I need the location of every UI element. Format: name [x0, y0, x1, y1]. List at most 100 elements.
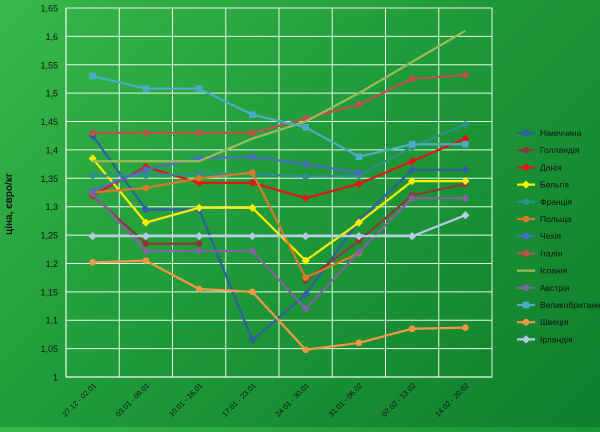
data-point	[141, 205, 150, 214]
series-11	[89, 72, 469, 161]
y-tick-label: 1,4	[45, 145, 58, 155]
x-tick-label: 27.12 - 02.01	[60, 381, 98, 419]
data-point	[141, 246, 150, 256]
y-tick-label: 1,1	[45, 316, 58, 326]
data-point	[408, 165, 417, 174]
data-point	[195, 129, 203, 137]
legend-marker	[521, 180, 531, 189]
series-line	[92, 137, 466, 200]
data-point	[248, 232, 257, 241]
y-tick-label: 1,3	[45, 202, 58, 212]
y-tick-label: 1,6	[45, 32, 58, 42]
legend-item: Франція	[517, 197, 572, 207]
data-point	[195, 240, 203, 247]
legend-label: Австрія	[540, 283, 570, 293]
data-point	[88, 154, 97, 163]
x-tick-label: 14.02 - 20.02	[433, 381, 471, 419]
data-point	[301, 194, 310, 203]
data-point	[355, 153, 363, 161]
data-point	[88, 232, 97, 241]
data-point	[249, 153, 256, 161]
x-tick-label: 31.01 - 06.02	[327, 381, 365, 419]
data-point	[249, 288, 256, 296]
data-point	[195, 85, 203, 92]
data-point	[408, 157, 417, 166]
x-tick-label: 03.01 - 09.01	[114, 381, 152, 419]
y-axis-label: ціна, євро/кг	[4, 173, 15, 235]
legend-marker	[522, 232, 530, 240]
series-13	[88, 211, 470, 241]
data-point	[408, 325, 416, 333]
series-4	[88, 154, 470, 265]
data-point	[462, 324, 469, 331]
data-point	[354, 232, 363, 241]
data-point	[88, 189, 97, 198]
legend-label: Італія	[540, 248, 563, 258]
data-point	[461, 165, 470, 174]
legend-item: Швеція	[517, 317, 569, 327]
legend-label: Ірландія	[540, 334, 573, 344]
data-point	[142, 172, 150, 179]
series-line	[92, 171, 360, 279]
legend-item: Голландія	[517, 145, 580, 155]
series-3	[88, 134, 470, 203]
legend-label: Швеція	[540, 317, 569, 327]
legend-marker	[522, 318, 530, 326]
legend-item: Італія	[517, 248, 563, 258]
legend-item: Німеччина	[517, 128, 582, 138]
legend-item: Іспанія	[517, 266, 568, 276]
series-line	[92, 73, 466, 134]
legend-label: Польща	[540, 214, 572, 224]
x-tick-label: 17.01 - 23.01	[220, 381, 258, 419]
data-point	[89, 129, 96, 137]
series-line	[92, 214, 466, 238]
x-tick-label: 10.01 - 16.01	[167, 381, 205, 419]
data-point	[195, 203, 204, 212]
data-point	[89, 259, 96, 266]
x-tick-label: 07.02 - 13.02	[380, 381, 418, 419]
data-point	[89, 72, 96, 80]
series-9	[92, 29, 466, 163]
y-tick-label: 1,65	[40, 4, 58, 14]
legend-marker	[522, 198, 530, 206]
data-point	[355, 339, 363, 347]
y-tick-label: 1,05	[40, 344, 58, 354]
data-point	[195, 246, 204, 256]
data-point	[408, 140, 416, 148]
y-tick-label: 1,5	[45, 89, 58, 99]
data-point	[89, 172, 96, 179]
data-point	[462, 71, 469, 79]
data-point	[301, 304, 310, 313]
legend-label: Бельгія	[540, 180, 569, 190]
y-tick-label: 1,25	[40, 231, 58, 241]
data-point	[141, 232, 150, 241]
data-point	[462, 140, 469, 148]
data-point	[301, 290, 310, 299]
y-tick-label: 1,2	[45, 259, 58, 269]
series-line	[92, 155, 360, 192]
legend-item: Австрія	[517, 283, 570, 293]
data-point	[354, 248, 363, 257]
data-point	[142, 129, 150, 137]
data-point	[141, 218, 150, 227]
legend-marker	[522, 301, 530, 309]
y-tick-label: 1,15	[40, 287, 58, 297]
data-point	[195, 175, 203, 182]
legend-item: Ірландія	[517, 334, 573, 344]
data-point	[302, 160, 309, 168]
data-point	[355, 101, 363, 108]
data-point	[408, 194, 417, 203]
legend-marker	[522, 250, 530, 257]
data-point	[142, 257, 150, 264]
data-point	[302, 274, 309, 281]
data-point	[408, 75, 416, 83]
series-line	[91, 157, 466, 262]
series-line	[92, 29, 466, 163]
legend-marker	[521, 283, 531, 292]
series-line	[304, 182, 466, 282]
legend-label: Чехія	[540, 231, 561, 241]
data-point	[249, 129, 256, 137]
legend-label: Данія	[540, 162, 562, 172]
data-point	[301, 256, 310, 265]
